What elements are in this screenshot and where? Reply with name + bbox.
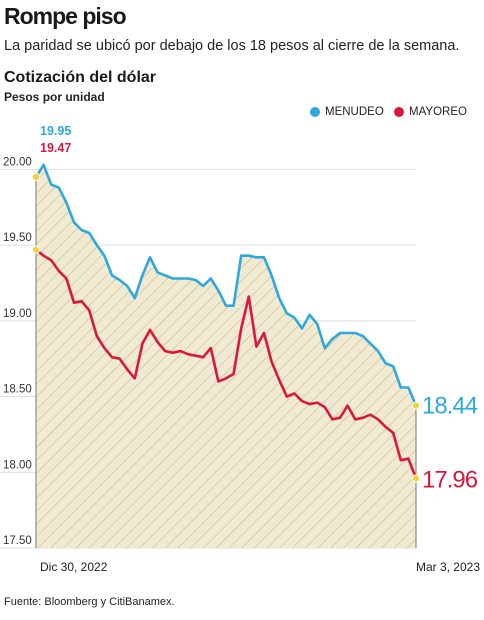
area-fill: [36, 164, 416, 548]
x-tick-start: Dic 30, 2022: [40, 560, 108, 574]
series-line-menudeo: [34, 163, 418, 408]
start-label-menudeo: 19.95: [40, 124, 71, 138]
menudeo-legend-dot: [310, 107, 320, 117]
y-tick-label: 18.00: [3, 459, 32, 471]
legend-item-menudeo: MENUDEO: [310, 106, 384, 118]
y-tick-label: 20.00: [3, 156, 32, 168]
subheadline: La paridad se ubicó por debajo de los 18…: [4, 38, 460, 54]
start-point-menudeo: [31, 172, 41, 182]
legend-label-menudeo: MENUDEO: [325, 106, 384, 118]
end-point-menudeo: [411, 401, 421, 410]
y-tick-label: 18.50: [3, 384, 32, 396]
legend-item-mayoreo: MAYOREO: [394, 106, 467, 118]
headline: Rompe piso: [4, 3, 127, 29]
series-line-mayoreo: [34, 248, 418, 480]
legend-label-mayoreo: MAYOREO: [409, 106, 467, 118]
end-point-mayoreo: [411, 474, 421, 483]
y-tick-label: 17.50: [3, 535, 32, 547]
end-label-menudeo: 18.44: [422, 393, 478, 420]
start-label-mayoreo: 19.47: [40, 141, 71, 155]
chart-title: Cotización del dólar: [4, 69, 157, 86]
chart-unit-label: Pesos por unidad: [4, 90, 105, 104]
source-note: Fuente: Bloomberg y CitiBanamex.: [4, 596, 175, 608]
start-point-mayoreo: [31, 245, 41, 254]
mayoreo-legend-dot: [394, 107, 404, 117]
x-tick-end: Mar 3, 2023: [416, 560, 480, 574]
end-label-mayoreo: 17.96: [422, 466, 478, 493]
y-tick-label: 19.50: [3, 232, 32, 244]
y-tick-label: 19.00: [3, 308, 32, 320]
